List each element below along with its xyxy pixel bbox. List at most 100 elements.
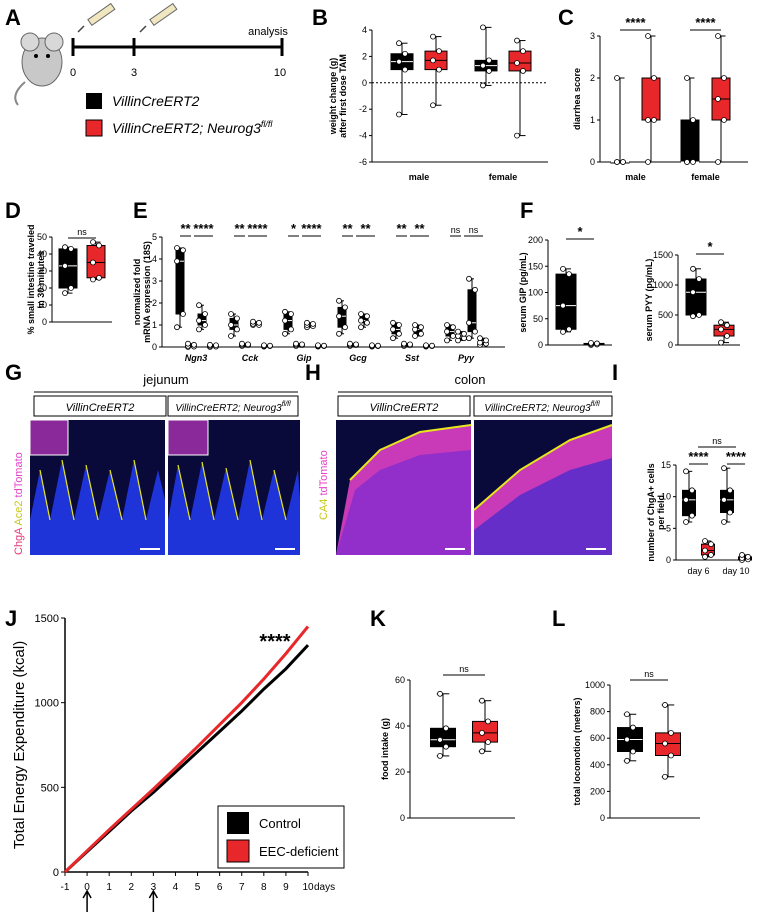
- e-point: [213, 342, 219, 349]
- e-xtick-label: Pyy: [458, 353, 475, 363]
- e-point: [364, 319, 370, 326]
- d-point: [62, 290, 68, 297]
- e-ytick-label: 3: [152, 276, 157, 286]
- k-point: [485, 739, 491, 745]
- i-box: [720, 489, 734, 514]
- l-point: [662, 740, 668, 747]
- e-point: [390, 335, 396, 342]
- i-ylabel: per field: [656, 495, 666, 530]
- legend-control-label: VillinCreERT2: [112, 93, 200, 109]
- c-point: [645, 33, 651, 39]
- l-ylabel: total locomotion (meters): [572, 697, 582, 805]
- micrograph-colon-eec: [473, 420, 613, 555]
- j-xtick-label: 9: [283, 882, 289, 893]
- e-point: [196, 317, 202, 324]
- l-point: [668, 752, 674, 759]
- e-point: [364, 313, 370, 320]
- j-legend-label: Control: [259, 816, 301, 831]
- i-point: [702, 547, 708, 554]
- e-ytick-label: 4: [152, 254, 157, 264]
- b-ytick-label: -4: [359, 131, 367, 141]
- l-point: [624, 711, 630, 718]
- e-point: [228, 333, 234, 339]
- b-point: [430, 102, 436, 109]
- e-point: [228, 311, 234, 317]
- e-point: [375, 342, 381, 349]
- f1-point: [594, 340, 600, 347]
- c-point: [651, 117, 657, 123]
- e-point: [180, 311, 186, 317]
- e-sig-label: **: [234, 221, 245, 236]
- j-xlabel: days: [314, 882, 335, 893]
- d-point: [90, 259, 96, 266]
- c-point: [721, 75, 727, 81]
- e-point: [429, 342, 435, 349]
- b-point: [430, 57, 436, 64]
- arrow-icon: [82, 889, 92, 912]
- c-ytick-label: 0: [590, 157, 595, 167]
- f1-sig-label: *: [577, 224, 583, 239]
- e-point: [477, 335, 483, 342]
- l-ytick-label: 0: [600, 813, 605, 823]
- c-point: [614, 75, 620, 81]
- i-point: [745, 553, 751, 560]
- f1-point: [566, 326, 572, 333]
- f1-point: [560, 265, 566, 272]
- k-point: [479, 748, 485, 755]
- b-point: [486, 68, 492, 74]
- i-point: [708, 541, 714, 548]
- e-point: [207, 341, 213, 348]
- e-point: [310, 320, 316, 327]
- b-point: [396, 40, 402, 47]
- d-ylabel: % small intestine traveled: [26, 224, 36, 334]
- e-point: [282, 317, 288, 324]
- d-point: [90, 239, 96, 246]
- panel-label-i: I: [612, 360, 618, 385]
- i-point: [702, 553, 708, 560]
- f1-box: [555, 273, 577, 330]
- mouse-icon: [14, 32, 64, 106]
- i-point: [739, 552, 745, 558]
- e-ytick-label: 1: [152, 320, 157, 330]
- l-point: [624, 757, 630, 764]
- e-point: [483, 337, 489, 344]
- e-point: [288, 326, 294, 333]
- l-point: [662, 773, 668, 780]
- e-point: [466, 335, 472, 342]
- e-point: [461, 330, 467, 337]
- e-sig-label: **: [396, 221, 407, 236]
- j-xtick-label: 10: [302, 882, 314, 893]
- b-point: [520, 68, 526, 74]
- e-point: [450, 324, 456, 331]
- j-xtick-label: 1: [106, 882, 112, 893]
- l-ytick-label: 400: [590, 760, 605, 770]
- j-sig-label: ****: [259, 631, 290, 653]
- i-ytick-label: 0: [666, 555, 671, 565]
- e-sig-label: ns: [469, 225, 479, 235]
- e-point: [342, 304, 348, 311]
- e-point: [282, 308, 288, 315]
- j-xtick-label: 0: [84, 882, 90, 893]
- timeline-tick: 0: [70, 67, 76, 79]
- e-box: [175, 249, 185, 315]
- b-point: [402, 50, 408, 57]
- k-ytick-label: 40: [395, 721, 405, 731]
- e-ylabel: mRNA expression (18S): [142, 241, 152, 343]
- micrograph-jejunum-eec: [167, 419, 300, 555]
- e-point: [455, 328, 461, 335]
- e-point: [396, 330, 402, 337]
- b-point: [396, 111, 402, 118]
- b-ylabel: after first dose TAM: [338, 54, 348, 138]
- c-sig-label: ****: [695, 15, 716, 30]
- e-point: [472, 286, 478, 293]
- h-stain-legend: CA4 tdTomato: [318, 450, 330, 520]
- e-point: [418, 324, 424, 331]
- c-ytick-label: 3: [590, 31, 595, 41]
- f2-point: [724, 322, 730, 329]
- f1-ytick-label: 100: [528, 288, 543, 298]
- d-ytick-label: 0: [42, 317, 47, 327]
- i-point: [727, 487, 733, 494]
- c-xtick-label: male: [625, 172, 646, 182]
- e-point: [342, 324, 348, 331]
- e-point: [202, 311, 208, 317]
